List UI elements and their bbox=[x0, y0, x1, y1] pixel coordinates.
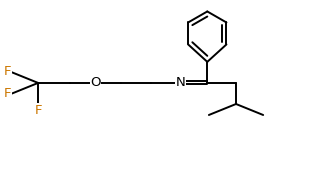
Text: O: O bbox=[90, 76, 101, 89]
Text: F: F bbox=[4, 65, 11, 78]
Text: F: F bbox=[4, 87, 11, 100]
Text: F: F bbox=[34, 104, 42, 117]
Text: N: N bbox=[175, 76, 185, 89]
